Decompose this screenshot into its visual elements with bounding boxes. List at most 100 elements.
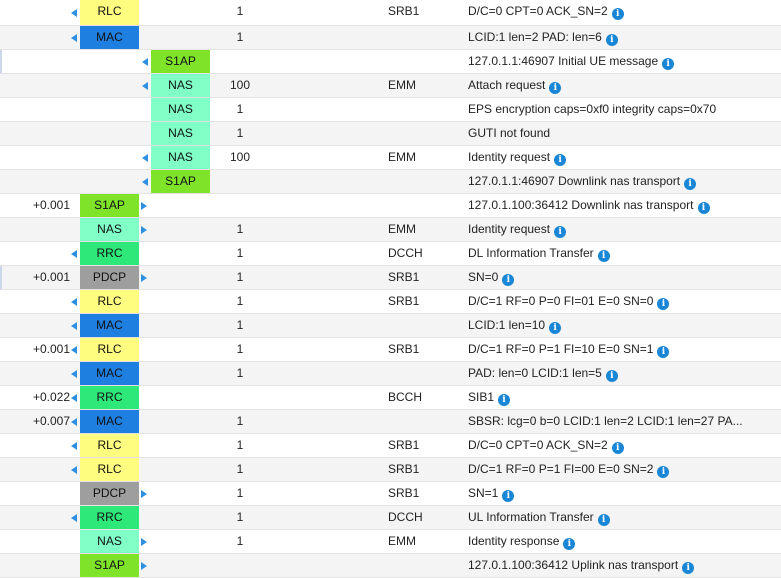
arrow-left-icon [70, 362, 78, 385]
info-icon[interactable]: i [611, 442, 624, 454]
log-row[interactable]: RLC 1 SRB1 D/C=1 RF=0 P=0 FI=01 E=0 SN=0 i [0, 290, 781, 314]
arrow-left-icon [141, 50, 149, 73]
row-channel [388, 50, 448, 73]
log-row[interactable]: NAS 100 EMM Attach request i [0, 74, 781, 98]
log-row[interactable]: S1AP 127.0.1.100:36412 Uplink nas transpo… [0, 554, 781, 578]
info-icon[interactable]: i [502, 274, 515, 286]
row-time [0, 122, 70, 145]
layer-badge: NAS [151, 146, 210, 169]
log-row[interactable]: S1AP 127.0.1.1:46907 Downlink nas transpo… [0, 170, 781, 194]
info-icon[interactable]: i [549, 82, 562, 94]
row-message-text: D/C=1 RF=0 P=1 FI=10 E=0 SN=1 [468, 342, 654, 356]
info-icon[interactable]: i [611, 8, 624, 20]
info-icon[interactable]: i [498, 394, 511, 406]
row-message: D/C=1 RF=0 P=1 FI=10 E=0 SN=1 i [468, 338, 776, 361]
row-message-text: D/C=0 CPT=0 ACK_SN=2 [468, 438, 608, 452]
layer-badge: RRC [80, 506, 139, 529]
row-message-text: DL Information Transfer [468, 246, 594, 260]
layer-badge: NAS [80, 530, 139, 553]
row-message-text: LCID:1 len=2 PAD: len=6 [468, 30, 602, 44]
row-message: 127.0.1.100:36412 Uplink nas transport i [468, 554, 776, 577]
row-channel [388, 26, 448, 49]
row-message-text: SBSR: lcg=0 b=0 LCID:1 len=2 LCID:1 len=… [468, 414, 743, 428]
row-message-text: 127.0.1.100:36412 Uplink nas transport [468, 558, 679, 572]
log-row[interactable]: RRC 1 DCCH UL Information Transfer i [0, 506, 781, 530]
info-icon[interactable]: i [697, 202, 710, 214]
log-row[interactable]: NAS 1 EMM Identity response i [0, 530, 781, 554]
row-channel [388, 194, 448, 217]
row-time [0, 506, 70, 529]
log-row[interactable]: MAC 1 LCID:1 len=2 PAD: len=6 i [0, 26, 781, 50]
log-row[interactable]: +0.007 MAC 1 SBSR: lcg=0 b=0 LCID:1 len=2 L… [0, 410, 781, 434]
row-message-text: PAD: len=0 LCID:1 len=5 [468, 366, 602, 380]
log-row[interactable]: RLC 1 SRB1 D/C=0 CPT=0 ACK_SN=2 i [0, 434, 781, 458]
log-row[interactable]: +0.001 S1AP 127.0.1.100:36412 Downlink nas… [0, 194, 781, 218]
row-message: Identity request i [468, 218, 776, 241]
log-row[interactable]: NAS 100 EMM Identity request i [0, 146, 781, 170]
info-icon[interactable]: i [682, 562, 695, 574]
log-row[interactable]: RLC 1 SRB1 D/C=1 RF=0 P=1 FI=00 E=0 SN=2 i [0, 458, 781, 482]
row-message-text: D/C=1 RF=0 P=0 FI=01 E=0 SN=0 [468, 294, 654, 308]
row-message: UL Information Transfer i [468, 506, 776, 529]
row-channel: SRB1 [388, 270, 420, 284]
row-channel: DCCH [388, 246, 423, 260]
info-icon[interactable]: i [597, 514, 610, 526]
row-message-text: Identity request [468, 150, 551, 164]
row-channel: EMM [388, 222, 416, 236]
log-row[interactable]: RRC 1 DCCH DL Information Transfer i [0, 242, 781, 266]
log-row[interactable]: NAS 1 EPS encryption caps=0xf0 integrity c… [0, 98, 781, 122]
info-icon[interactable]: i [684, 178, 697, 190]
info-icon[interactable]: i [657, 466, 670, 478]
row-channel: SRB1 [388, 462, 420, 476]
info-icon[interactable]: i [597, 250, 610, 262]
row-message-text: EPS encryption caps=0xf0 integrity caps=… [468, 102, 717, 116]
log-row[interactable]: PDCP 1 SRB1 SN=1 i [0, 482, 781, 506]
info-icon[interactable]: i [605, 370, 618, 382]
layer-badge: PDCP [80, 482, 139, 505]
log-row[interactable]: NAS 1 EMM Identity request i [0, 218, 781, 242]
arrow-left-icon [70, 0, 78, 25]
info-icon[interactable]: i [502, 490, 515, 502]
layer-badge: RLC [80, 290, 139, 313]
row-time [0, 218, 70, 241]
arrow-left-icon [141, 170, 149, 193]
row-channel: SRB1 [388, 342, 420, 356]
row-time: +0.007 [32, 414, 70, 428]
row-message-text: Attach request [468, 78, 546, 92]
row-message-text: 127.0.1.1:46907 Downlink nas transport [468, 174, 681, 188]
info-icon[interactable]: i [657, 298, 670, 310]
layer-badge: S1AP [80, 194, 139, 217]
row-message: PAD: len=0 LCID:1 len=5 i [468, 362, 776, 385]
layer-badge: MAC [80, 314, 139, 337]
row-message-text: SN=0 [468, 270, 499, 284]
info-icon[interactable]: i [549, 322, 562, 334]
info-icon[interactable]: i [554, 226, 567, 238]
log-row[interactable]: +0.001 RLC 1 SRB1 D/C=1 RF=0 P=1 FI=10 E=0 S… [0, 338, 781, 362]
log-row[interactable]: MAC 1 PAD: len=0 LCID:1 len=5 i [0, 362, 781, 386]
log-row[interactable]: S1AP 127.0.1.1:46907 Initial UE message i [0, 50, 781, 74]
info-icon[interactable]: i [605, 34, 618, 46]
log-row[interactable]: RLC 1 SRB1 D/C=0 CPT=0 ACK_SN=2 i [0, 0, 781, 26]
row-time [0, 242, 70, 265]
log-row[interactable]: MAC 1 LCID:1 len=10 i [0, 314, 781, 338]
info-icon[interactable]: i [563, 538, 576, 550]
row-count: 1 [236, 342, 244, 356]
row-count: 1 [236, 462, 244, 476]
row-time [0, 98, 70, 121]
row-message-text: D/C=1 RF=0 P=1 FI=00 E=0 SN=2 [468, 462, 654, 476]
arrow-left-icon [70, 434, 78, 457]
layer-badge: MAC [80, 26, 139, 49]
log-row[interactable]: +0.022 RRC BCCH SIB1 i [0, 386, 781, 410]
arrow-left-icon [70, 386, 78, 409]
info-icon[interactable]: i [662, 58, 675, 70]
row-time [0, 146, 70, 169]
layer-badge: RLC [80, 0, 139, 25]
info-icon[interactable]: i [554, 154, 567, 166]
layer-badge: MAC [80, 362, 139, 385]
info-icon[interactable]: i [657, 346, 670, 358]
log-row[interactable]: NAS 1 GUTI not found [0, 122, 781, 146]
arrow-left-icon [141, 146, 149, 169]
log-row[interactable]: +0.001 PDCP 1 SRB1 SN=0 i [0, 266, 781, 290]
row-count: 1 [236, 414, 244, 428]
row-channel [388, 98, 448, 121]
